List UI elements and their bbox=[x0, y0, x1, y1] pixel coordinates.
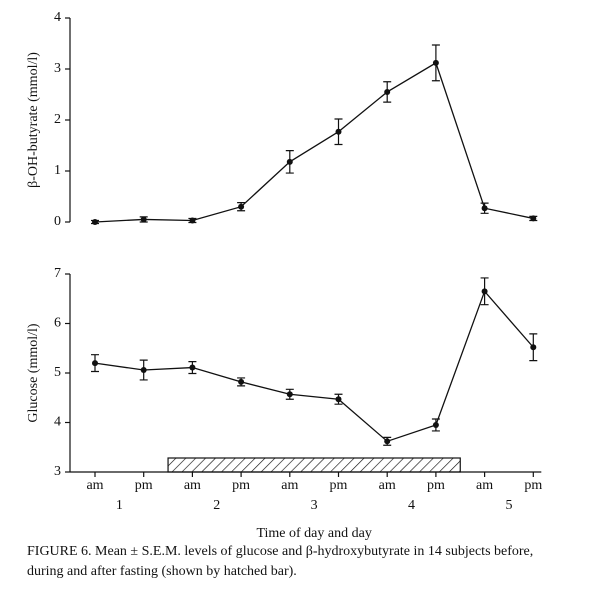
data-point bbox=[335, 396, 342, 403]
data-point bbox=[140, 367, 147, 374]
data-line bbox=[94, 61, 534, 223]
chart: 0 1 2 3 4 β-OH-butyrate (mmol/l) 3 4 5 6 7 Glucose … bbox=[26, 10, 542, 541]
y-tick-label: 4 bbox=[54, 10, 61, 25]
y-axis-label: Glucose (mmol/l) bbox=[26, 323, 41, 422]
y-tick-label: 3 bbox=[54, 464, 61, 479]
x-tick-label: am bbox=[379, 478, 396, 493]
x-tick-label: pm bbox=[330, 478, 348, 493]
y-tick-label: 5 bbox=[54, 365, 61, 380]
y-tick-label: 1 bbox=[54, 163, 61, 178]
y-tick-label: 6 bbox=[54, 316, 61, 331]
x-tick-label: pm bbox=[232, 478, 250, 493]
data-point bbox=[189, 217, 196, 224]
y-tick-label: 4 bbox=[54, 415, 61, 430]
x-tick-label: pm bbox=[524, 478, 542, 493]
y-tick-label: 0 bbox=[54, 214, 61, 229]
data-point bbox=[384, 88, 391, 95]
group-label: 2 bbox=[213, 498, 220, 513]
group-label: 5 bbox=[505, 498, 512, 513]
x-tick-label: pm bbox=[427, 478, 445, 493]
hatched-bar bbox=[167, 457, 461, 473]
data-point bbox=[238, 378, 245, 385]
x-tick-label: am bbox=[281, 478, 298, 493]
data-point bbox=[92, 360, 98, 367]
data-point bbox=[432, 421, 439, 428]
data-point bbox=[286, 391, 293, 398]
data-point bbox=[481, 288, 488, 295]
data-point bbox=[481, 205, 488, 212]
data-point bbox=[92, 219, 98, 225]
y-tick-label: 2 bbox=[54, 112, 61, 127]
data-point bbox=[189, 364, 196, 371]
group-label: 3 bbox=[311, 498, 318, 513]
data-point bbox=[384, 438, 391, 445]
data-point bbox=[238, 203, 245, 210]
x-tick-label: am bbox=[86, 478, 103, 493]
data-line bbox=[94, 290, 534, 443]
data-point bbox=[432, 59, 439, 66]
x-tick-label: am bbox=[184, 478, 201, 493]
data-point bbox=[335, 128, 342, 135]
x-axis-label: Time of day and day bbox=[256, 526, 371, 540]
y-axis-label: β-OH-butyrate (mmol/l) bbox=[26, 52, 41, 188]
data-point bbox=[530, 215, 537, 222]
data-point bbox=[286, 158, 293, 165]
x-tick-label: am bbox=[476, 478, 493, 493]
x-tick-label: pm bbox=[135, 478, 153, 493]
y-tick-label: 7 bbox=[54, 266, 61, 281]
group-label: 1 bbox=[116, 498, 123, 513]
group-label: 4 bbox=[408, 498, 415, 513]
caption: FIGURE 6. Mean ± S.E.M. levels of glucos… bbox=[27, 544, 534, 579]
y-tick-label: 3 bbox=[54, 61, 61, 76]
data-point bbox=[530, 344, 537, 351]
data-point bbox=[140, 216, 147, 223]
